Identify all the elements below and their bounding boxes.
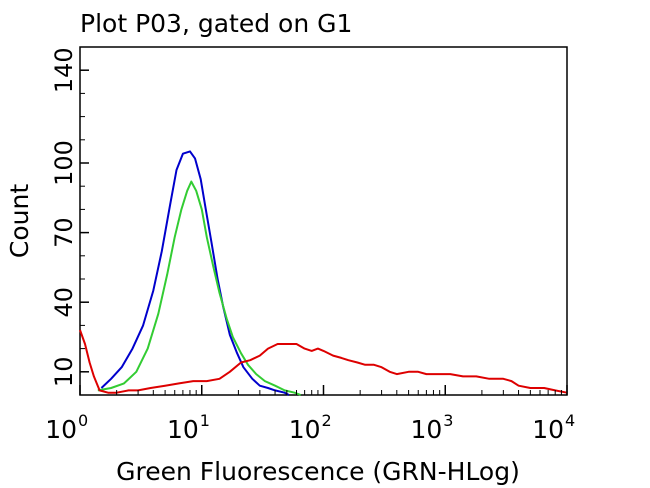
x-tick-exponent: 4: [565, 411, 575, 430]
x-tick-exponent: 2: [322, 411, 332, 430]
y-tick-label: 140: [50, 47, 78, 93]
y-tick-label: 10: [50, 357, 78, 388]
x-tick-exponent: 1: [200, 411, 210, 430]
x-tick-label: 10: [45, 415, 77, 444]
y-tick-label: 100: [50, 140, 78, 186]
series-layer: [79, 150, 568, 396]
x-tick-label: 10: [289, 415, 321, 444]
y-axis: 10 40 70 100 140: [50, 47, 89, 387]
x-tick-exponent: 3: [443, 411, 453, 430]
x-axis: 10 0 10 1 10 2 10 3 10 4: [45, 385, 575, 444]
series-line-1: [100, 150, 290, 396]
x-tick-label: 10: [167, 415, 199, 444]
x-tick-label: 10: [410, 415, 442, 444]
series-line-3: [79, 329, 568, 394]
y-tick-label: 70: [50, 217, 78, 248]
plot-area-frame: [79, 46, 568, 396]
y-tick-label: 40: [50, 287, 78, 318]
x-axis-label: Green Fluorescence (GRN-HLog): [116, 457, 520, 486]
series-line-2: [97, 180, 302, 396]
y-axis-label: Count: [5, 184, 34, 258]
x-tick-exponent: 0: [78, 411, 88, 430]
x-tick-label: 10: [532, 415, 564, 444]
chart-title: Plot P03, gated on G1: [80, 9, 352, 38]
